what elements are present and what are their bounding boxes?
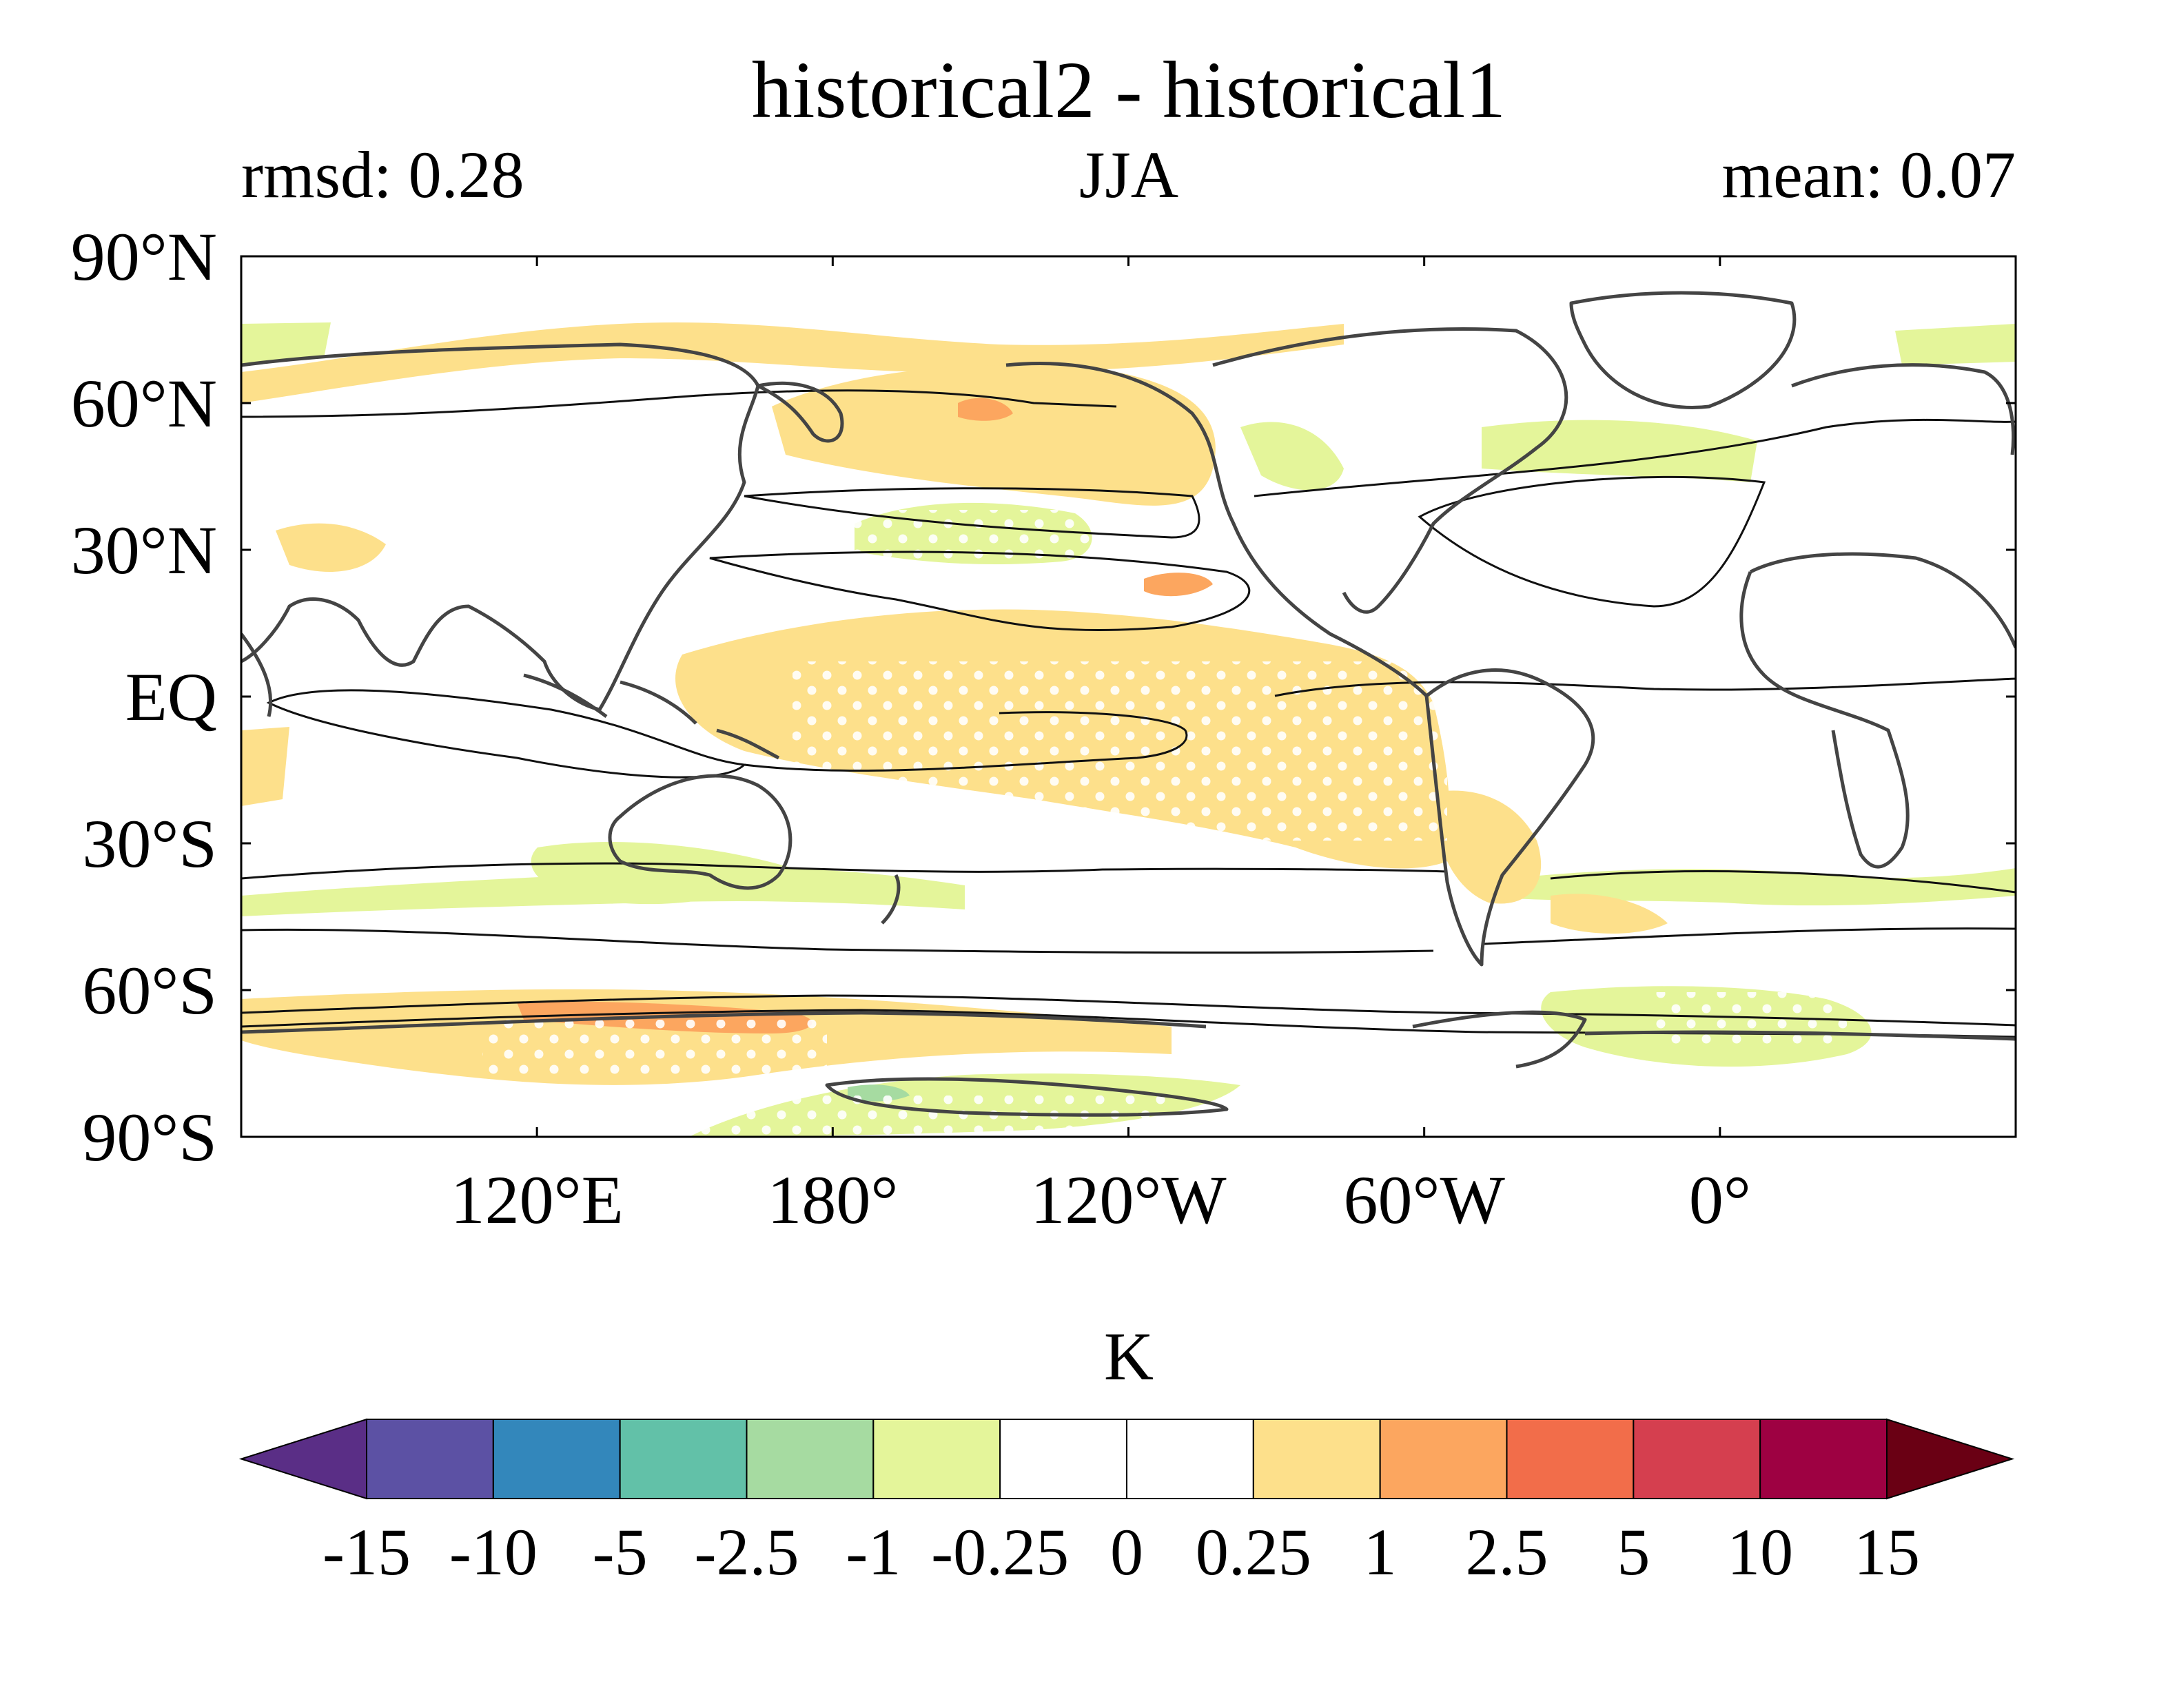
colorbar-level-label: 5	[1617, 1515, 1650, 1589]
colorbar-cell-8	[1379, 1419, 1508, 1499]
colorbar-labels: -15 -10 -5 -2.5 -1 -0.25 0 0.25 1 2.5 5 10 15	[323, 1515, 1920, 1589]
colorbar-extend-low	[238, 1418, 367, 1500]
coast-australia	[608, 774, 792, 890]
rmsd-label: rmsd: 0.28	[241, 138, 524, 212]
coast-kamchatka	[756, 381, 844, 443]
colorbar-level-label: 2.5	[1466, 1515, 1548, 1589]
anomaly-north-pacific-core	[958, 398, 1213, 597]
contour-southern-midlatitude	[241, 927, 2016, 954]
x-tick-label: 180°	[767, 1162, 898, 1238]
colorbar-units-label: K	[1104, 1318, 1154, 1395]
colorbar-cell-10	[1633, 1419, 1761, 1499]
colorbar-level-label: -15	[323, 1515, 411, 1589]
mean-label: mean: 0.07	[1721, 138, 2016, 212]
colorbar-level-label: -10	[449, 1515, 538, 1589]
contour-north-subpolar	[241, 389, 2016, 497]
colorbar-level-label: 0	[1110, 1515, 1143, 1589]
significance-stipple-north-pacific	[855, 510, 1096, 579]
contour-southern-polar-1	[241, 994, 2016, 1027]
colorbar-cell-1	[492, 1419, 621, 1499]
y-tick-label: 30°S	[82, 805, 217, 882]
map-panel: 120°E 180° 120°W 60°W 0° 90°N 60°N 30°N EQ 30°S 6…	[71, 218, 2017, 1238]
colorbar-level-label: -1	[846, 1515, 901, 1589]
x-axis: 120°E 180° 120°W 60°W 0°	[451, 256, 1751, 1238]
significance-stipple-tropics	[792, 661, 1447, 841]
y-tick-label: 60°N	[71, 365, 217, 442]
colorbar-level-label: -5	[593, 1515, 648, 1589]
coast-alaska-north-america	[1005, 327, 1568, 697]
anomaly-arctic-band-cool	[241, 322, 2016, 482]
coast-europe-africa	[1739, 363, 2016, 869]
y-tick-label: 90°N	[71, 218, 217, 295]
colorbar-cell-6	[1126, 1419, 1254, 1499]
anomaly-north-pacific	[772, 365, 1216, 506]
coast-africa-east	[241, 632, 273, 717]
colorbar-cells	[238, 1418, 2015, 1500]
colorbar-cell-3	[746, 1419, 875, 1499]
colorbar-level-label: 15	[1854, 1515, 1920, 1589]
colorbar-cell-9	[1506, 1419, 1635, 1499]
contour-north-subtropical	[744, 487, 1200, 539]
anomaly-arctic-band-warm	[241, 322, 1344, 403]
colorbar-level-label: -0.25	[931, 1515, 1069, 1589]
coast-new-zealand	[881, 874, 901, 925]
colorbar-cell-4	[872, 1419, 1001, 1499]
contour-north-pacific-loop	[709, 551, 1251, 631]
x-tick-label: 60°W	[1343, 1162, 1505, 1238]
coast-greenland	[1569, 291, 1797, 409]
x-tick-label: 120°E	[451, 1162, 624, 1238]
colorbar-cell-5	[999, 1419, 1127, 1499]
colorbar-level-label: 10	[1727, 1515, 1793, 1589]
colorbar-cell-2	[619, 1419, 748, 1499]
coastlines	[241, 291, 2016, 1117]
coast-south-america	[1424, 668, 1595, 967]
significance-stipple-southern-ocean	[482, 1020, 827, 1075]
anomaly-western-pacific-edge	[241, 523, 386, 806]
y-tick-label: 60°S	[82, 952, 217, 1029]
colorbar-level-label: 1	[1364, 1515, 1397, 1589]
colorbar-cell-7	[1252, 1419, 1381, 1499]
colorbar-level-label: 0.25	[1196, 1515, 1311, 1589]
chart-title: historical2 - historical1	[752, 45, 1506, 135]
coast-maritime-continent	[523, 673, 780, 760]
x-tick-label: 0°	[1689, 1162, 1751, 1238]
season-label: JJA	[1079, 138, 1178, 212]
colorbar-cell-0	[366, 1419, 494, 1499]
contour-southern-subtropical	[241, 862, 2016, 894]
colorbar-cell-11	[1759, 1419, 1888, 1499]
coast-eurasia	[241, 342, 760, 712]
colorbar: K -15 -10 -5 -2.5 -1 -0.25 0 0.25 1 2.5 5 10 15	[238, 1318, 2015, 1589]
contour-equatorial-pacific	[744, 677, 2016, 772]
contour-north-atlantic	[1418, 475, 1766, 608]
y-axis: 90°N 60°N 30°N EQ 30°S 60°S 90°S	[71, 218, 2016, 1175]
y-tick-label: 30°N	[71, 512, 217, 588]
colorbar-extend-high	[1886, 1418, 2015, 1500]
colorbar-level-label: -2.5	[695, 1515, 799, 1589]
coast-antarctica	[241, 1010, 2016, 1117]
y-tick-label: EQ	[125, 659, 217, 735]
y-tick-label: 90°S	[82, 1099, 217, 1175]
x-tick-label: 120°W	[1030, 1162, 1227, 1238]
anomaly-south-atlantic-warm	[1433, 790, 1668, 934]
